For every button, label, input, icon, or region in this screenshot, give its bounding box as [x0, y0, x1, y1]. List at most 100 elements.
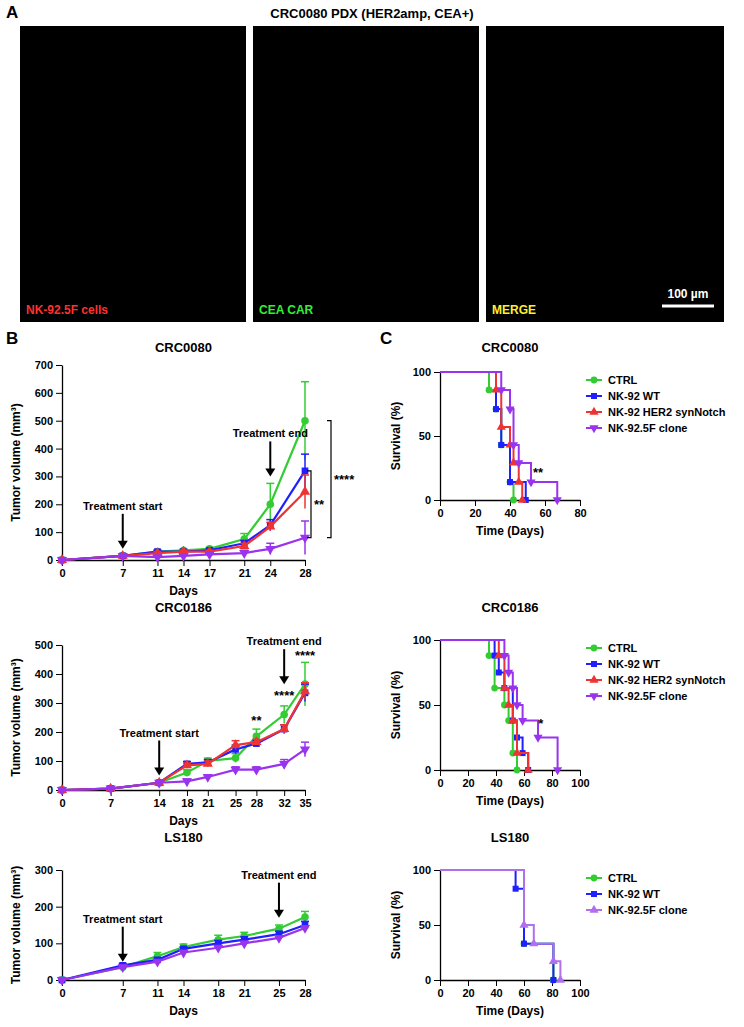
error-bar — [183, 770, 191, 776]
annotation: Treatment start — [83, 913, 163, 925]
marker — [513, 886, 519, 892]
tick: 18 — [213, 980, 225, 999]
figure: ABCCRC0080 PDX (HER2amp, CEA+)NK-92.5F c… — [0, 0, 744, 1027]
significance-label: ** — [314, 497, 325, 512]
tick: 17 — [204, 560, 216, 579]
tick-mark — [56, 674, 62, 675]
tick-label: 0 — [425, 494, 431, 506]
tick: 14 — [154, 790, 167, 809]
significance-label: **** — [274, 688, 295, 703]
error-bar-cap — [240, 533, 248, 535]
series-line — [440, 870, 560, 980]
error-bar-cap — [214, 935, 222, 937]
tick: 50 — [419, 430, 440, 442]
legend-marker — [589, 693, 598, 701]
marker — [500, 653, 509, 661]
tick-mark — [270, 560, 271, 566]
error-bar — [301, 911, 309, 922]
tick-mark — [434, 980, 440, 981]
micrograph — [20, 26, 246, 322]
tick-mark — [56, 449, 62, 450]
x-axis-title: Time (Days) — [476, 1004, 544, 1018]
tick: 14 — [178, 980, 191, 999]
legend: CTRLNK-92 WTNK-92 HER2 synNotchNK-92.5F … — [586, 642, 726, 702]
significance-bracket — [327, 421, 331, 538]
tick-mark — [157, 980, 158, 986]
tick-label: 25 — [230, 797, 242, 809]
marker — [267, 501, 275, 509]
tick: 50 — [419, 919, 440, 931]
marker — [274, 935, 284, 944]
series-line — [440, 640, 558, 770]
plot-marks — [440, 870, 565, 983]
tick: 0 — [437, 770, 443, 789]
marker — [279, 723, 289, 732]
tick-mark — [434, 870, 440, 871]
tick-label: 14 — [178, 987, 191, 999]
tick-label: 80 — [574, 507, 586, 519]
y-axis: 050100 — [413, 864, 441, 986]
tick-mark — [524, 980, 525, 986]
tick-label: 500 — [35, 415, 53, 427]
error-bar-cap — [252, 728, 260, 730]
error-bar-cap — [301, 453, 309, 455]
legend-label: CTRL — [608, 872, 638, 884]
tick-label: 100 — [413, 864, 431, 876]
marker — [507, 479, 513, 485]
legend-marker — [591, 875, 598, 882]
tick: 100 — [413, 366, 440, 378]
legend-marker — [591, 661, 597, 667]
marker — [106, 786, 116, 795]
marker — [496, 670, 502, 676]
y-axis-title: Tumor volume (mm³) — [9, 866, 23, 984]
tick-label: 0 — [59, 797, 65, 809]
tick-label: 100 — [413, 634, 431, 646]
marker — [529, 938, 538, 946]
error-bar-cap — [266, 519, 274, 521]
image-label: CEA CAR — [259, 303, 314, 317]
arrow-head — [274, 910, 284, 918]
marker — [178, 950, 188, 959]
tick-label: 700 — [35, 359, 53, 371]
chart-title: CRC0186 — [155, 600, 212, 615]
tick-label: 80 — [546, 987, 558, 999]
plot-marks — [57, 662, 310, 795]
tick-label: 400 — [35, 443, 53, 455]
marker — [251, 736, 261, 745]
y-axis-title: Tumor volume (mm³) — [9, 403, 23, 521]
marker — [118, 553, 128, 562]
x-axis: 020406080100 — [437, 770, 589, 789]
marker — [230, 767, 240, 776]
error-bar-cap — [266, 543, 274, 545]
tick: 400 — [35, 668, 62, 680]
tick: 60 — [518, 980, 530, 999]
panel-label: C — [380, 329, 392, 348]
tick-label: 60 — [518, 987, 530, 999]
chart: CRC0080020406080050100Time (Days)Surviva… — [389, 340, 726, 538]
legend-label: NK-92 WT — [608, 390, 660, 402]
marker — [486, 652, 493, 659]
tick-label: 21 — [239, 987, 251, 999]
tick-label: 20 — [462, 777, 474, 789]
marker — [239, 550, 249, 559]
tick-mark — [496, 980, 497, 986]
error-bar-cap — [266, 483, 274, 485]
significance-label: **** — [295, 648, 316, 663]
arrow-head — [118, 954, 128, 962]
tick-label: 60 — [539, 507, 551, 519]
tick-mark — [244, 560, 245, 566]
marker — [204, 551, 214, 560]
legend-marker — [591, 393, 597, 399]
tick-mark — [184, 980, 185, 986]
series-line — [440, 640, 528, 770]
chart-title: LS180 — [491, 830, 529, 845]
series-line — [440, 640, 528, 770]
legend-marker — [591, 891, 597, 897]
axis-line — [440, 871, 441, 981]
series-line — [62, 917, 305, 980]
x-axis: 0714182125283235 — [59, 790, 311, 809]
marker — [512, 702, 521, 710]
legend-marker — [589, 425, 598, 433]
tick: 100 — [413, 634, 440, 646]
tick-mark — [305, 980, 306, 986]
